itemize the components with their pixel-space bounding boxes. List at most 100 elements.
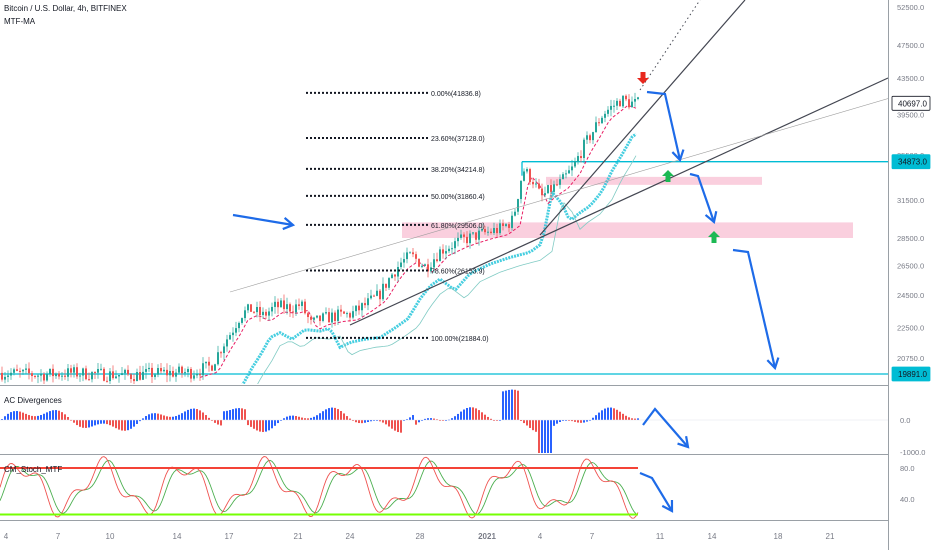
ac-bar bbox=[529, 420, 531, 428]
ac-bar bbox=[589, 419, 591, 421]
price-label-text: 19891.0 bbox=[898, 370, 927, 379]
blue-arrow-shaft bbox=[689, 172, 716, 223]
ac-bar bbox=[523, 420, 525, 424]
candle-body bbox=[637, 97, 639, 100]
candle-body bbox=[58, 373, 60, 377]
fib-level-label: 78.60%(26153.9) bbox=[431, 268, 485, 275]
candle-body bbox=[544, 193, 546, 196]
candle-body bbox=[538, 183, 540, 189]
candle-body bbox=[250, 304, 252, 312]
ac-bar bbox=[76, 420, 78, 426]
ac-bar bbox=[55, 410, 57, 420]
ac-bar bbox=[454, 416, 456, 420]
candle-body bbox=[31, 373, 33, 377]
ac-bar bbox=[367, 420, 369, 423]
ac-bar bbox=[379, 420, 381, 422]
ac-bar bbox=[265, 420, 267, 432]
ac-bar bbox=[553, 420, 555, 426]
ac-bar bbox=[400, 420, 402, 433]
fib-level-label: 61.80%(29506.0) bbox=[431, 223, 485, 230]
ac-bar bbox=[13, 411, 15, 420]
ac-bar bbox=[127, 420, 129, 431]
ac-bar bbox=[586, 420, 588, 422]
ac-bar bbox=[271, 420, 273, 429]
price-label-text: 34873.0 bbox=[898, 158, 927, 167]
ac-bar bbox=[145, 416, 147, 420]
candle-body bbox=[259, 306, 261, 316]
candle-body bbox=[283, 300, 285, 310]
ac-bar bbox=[214, 420, 216, 423]
price-label-text: 40697.0 bbox=[898, 99, 927, 108]
candle-body bbox=[409, 252, 411, 254]
candle-body bbox=[211, 365, 213, 371]
ac-bar bbox=[511, 389, 513, 420]
ac-bar bbox=[97, 420, 99, 425]
candle-body bbox=[379, 290, 381, 300]
candle-body bbox=[181, 366, 183, 374]
time-tick-label: 18 bbox=[774, 532, 783, 541]
candle-body bbox=[421, 265, 423, 267]
candle-body bbox=[502, 223, 504, 227]
ac-pane-title: AC Divergences bbox=[4, 396, 62, 405]
ac-bar bbox=[604, 408, 606, 420]
ac-bar bbox=[508, 389, 510, 420]
candle-body bbox=[82, 368, 84, 376]
candle-body bbox=[238, 322, 240, 329]
candle-body bbox=[631, 101, 633, 108]
candle-body bbox=[166, 369, 168, 376]
candle-body bbox=[76, 367, 78, 377]
candle-body bbox=[580, 156, 582, 159]
candle-body bbox=[295, 304, 297, 313]
candle-body bbox=[508, 224, 510, 228]
candle-body bbox=[277, 301, 279, 308]
candle-body bbox=[136, 372, 138, 382]
candle-body bbox=[532, 181, 534, 185]
ac-bar bbox=[334, 407, 336, 420]
ac-bar bbox=[181, 413, 183, 420]
ac-bar bbox=[424, 418, 426, 420]
ac-bar bbox=[358, 420, 360, 424]
candle-body bbox=[418, 258, 420, 267]
ac-bar bbox=[133, 420, 135, 427]
ac-bar bbox=[331, 407, 333, 420]
ac-bar bbox=[313, 416, 315, 420]
candle-body bbox=[364, 303, 366, 306]
candle-body bbox=[373, 295, 375, 297]
ac-bar bbox=[220, 420, 222, 426]
fib-level-label: 38.20%(34214.8) bbox=[431, 167, 485, 174]
red-down-arrow-icon bbox=[637, 72, 649, 84]
candle-body bbox=[520, 180, 522, 200]
ac-bar bbox=[517, 390, 519, 420]
candle-body bbox=[481, 228, 483, 231]
ac-bar bbox=[157, 413, 159, 420]
ac-bar bbox=[241, 408, 243, 420]
ac-bar bbox=[4, 416, 6, 420]
candle-body bbox=[583, 139, 585, 159]
supply-zone bbox=[546, 176, 762, 185]
candle-body bbox=[358, 305, 360, 311]
ac-bar bbox=[259, 420, 261, 432]
candle-body bbox=[226, 339, 228, 347]
candle-body bbox=[145, 369, 147, 372]
candle-body bbox=[466, 236, 468, 244]
ac-bar bbox=[598, 412, 600, 420]
candle-body bbox=[628, 99, 630, 108]
ac-bar bbox=[466, 408, 468, 420]
ac-bar bbox=[28, 415, 30, 420]
ac-bar bbox=[370, 420, 372, 422]
blue-arrow-shaft bbox=[232, 213, 294, 227]
ac-bar bbox=[217, 420, 219, 425]
ac-bar bbox=[631, 418, 633, 420]
ac-bar bbox=[85, 420, 87, 428]
ac-bar bbox=[103, 420, 105, 424]
candle-body bbox=[592, 132, 594, 141]
time-tick-label: 21 bbox=[294, 532, 303, 541]
ac-bar bbox=[433, 418, 435, 420]
ac-bar bbox=[154, 413, 156, 420]
ac-bar bbox=[382, 420, 384, 423]
ac-bar bbox=[439, 419, 441, 421]
candle-body bbox=[598, 122, 600, 124]
price-tick-label: 39500.0 bbox=[897, 111, 924, 120]
ac-bar bbox=[355, 420, 357, 423]
